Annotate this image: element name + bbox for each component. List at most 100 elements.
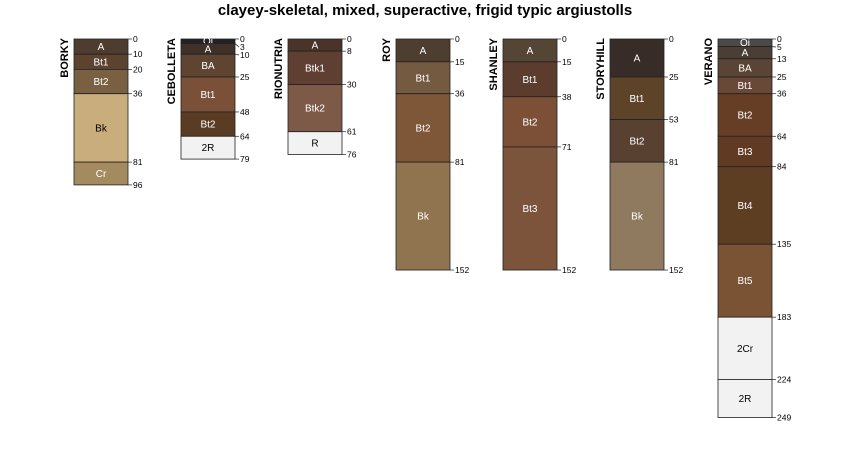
profile-name: BORKY: [59, 37, 71, 77]
horizon-label: Bt1: [522, 75, 537, 86]
horizon-label: Btk1: [305, 63, 325, 74]
horizon-label: Oi: [740, 38, 750, 49]
depth-label: 25: [777, 72, 787, 82]
horizon-label: Oi: [203, 36, 213, 47]
depth-label: 0: [669, 34, 674, 44]
profile-roy: ROY A Bt1 Bt2 Bk 0 15 36 81 152: [381, 34, 469, 275]
horizon-bk: [73, 93, 129, 163]
depth-label: 0: [133, 34, 138, 44]
horizon-bt4: [717, 166, 773, 245]
profile-name: RIONUTRIA: [273, 38, 285, 99]
depth-label: 135: [777, 239, 791, 249]
depth-label: 61: [347, 127, 357, 137]
depth-tick: [234, 53, 240, 56]
depth-label: 15: [455, 57, 465, 67]
horizon-label: Btk2: [305, 104, 325, 115]
depth-label: 48: [240, 107, 250, 117]
horizon-bt1: [502, 61, 558, 98]
depth-label: 0: [240, 34, 245, 44]
horizon-label: 2Cr: [737, 344, 754, 355]
horizon-label: Bk: [631, 212, 644, 223]
horizon-label: Bt2: [200, 120, 215, 131]
depth-label: 152: [669, 265, 683, 275]
horizon-label: Bk: [417, 212, 430, 223]
depth-label: 0: [455, 34, 460, 44]
depth-label: 5: [777, 42, 782, 52]
horizon-label: 2R: [739, 394, 752, 405]
horizon-btk1: [287, 50, 343, 85]
horizon-label: BA: [201, 61, 215, 72]
depth-label: 25: [240, 72, 250, 82]
profile-name: STORYHILL: [595, 38, 607, 100]
depth-label: 25: [669, 72, 679, 82]
depth-label: 8: [347, 46, 352, 56]
horizon-label: A: [98, 42, 105, 53]
horizon-label: Bt1: [415, 73, 430, 84]
horizon-btk2: [287, 84, 343, 133]
depth-label: 224: [777, 374, 791, 384]
profile-storyhill: STORYHILL A Bt1 Bt2 Bk 0 25 53 81 152: [595, 34, 683, 275]
horizon-label: Bt2: [522, 117, 537, 128]
depth-label: 81: [669, 157, 679, 167]
horizon-cr: [73, 161, 129, 186]
horizon-label: Bt5: [737, 276, 752, 287]
depth-label: 0: [562, 34, 567, 44]
profile-shanley: SHANLEY A Bt1 Bt2 Bt3 0 15 38 71 152: [488, 34, 576, 275]
depth-label: 84: [777, 162, 787, 172]
horizon-label: Bt2: [415, 123, 430, 134]
depth-label: 0: [777, 34, 782, 44]
profile-name: VERANO: [703, 38, 715, 86]
depth-label: 81: [455, 157, 465, 167]
depth-label: 13: [777, 54, 787, 64]
horizon-label: Bt1: [200, 90, 215, 101]
depth-label: 183: [777, 312, 791, 322]
profile-name: CEBOLLETA: [166, 38, 178, 104]
depth-label: 15: [562, 57, 572, 67]
depth-label: 81: [133, 157, 143, 167]
horizon-label: Bt1: [737, 81, 752, 92]
depth-label: 36: [133, 89, 143, 99]
horizon-label: BA: [738, 63, 752, 74]
horizon-label: Bt1: [93, 57, 108, 68]
depth-label: 64: [240, 131, 250, 141]
chart-title: clayey-skeletal, mixed, superactive, fri…: [217, 2, 633, 19]
profile-rionutria: RIONUTRIA A Btk1 Btk2 R 0 8 30 61 76: [273, 34, 357, 160]
horizon-bt2: [502, 96, 558, 148]
depth-label: 71: [562, 142, 572, 152]
depth-label: 0: [347, 34, 352, 44]
profile-name: SHANLEY: [488, 37, 500, 90]
horizon-label: A: [312, 41, 319, 52]
depth-label: 38: [562, 92, 572, 102]
profile-name: ROY: [381, 37, 393, 62]
horizon-label: A: [527, 46, 534, 57]
horizon-label: Bt2: [737, 111, 752, 122]
horizon-label: A: [742, 48, 749, 59]
horizon-bt2: [609, 119, 665, 163]
horizon-2r: [717, 379, 773, 418]
horizon-label: 2R: [202, 143, 215, 154]
horizon-label: A: [205, 44, 212, 55]
depth-label: 152: [455, 265, 469, 275]
horizon-bt1: [395, 61, 451, 95]
horizon-bt2: [180, 111, 236, 137]
depth-label: 3: [240, 42, 245, 52]
horizon-bt1: [180, 76, 236, 113]
horizon-label: Bt3: [522, 204, 537, 215]
horizon-2cr: [717, 316, 773, 380]
depth-label: 30: [347, 80, 357, 90]
profile-verano: VERANO OiA BA Bt1 Bt2 Bt3 Bt4 Bt5 2Cr 2R 05 13 25 36 6…: [703, 34, 791, 422]
depth-label: 10: [133, 49, 143, 59]
depth-label: 96: [133, 180, 143, 190]
horizon-label: A: [420, 46, 427, 57]
horizon-label: Bt4: [737, 201, 752, 212]
depth-label: 152: [562, 265, 576, 275]
depth-label: 249: [777, 412, 791, 422]
depth-label: 36: [777, 89, 787, 99]
horizon-label: Bt1: [629, 94, 644, 105]
horizon-bt3: [717, 135, 773, 168]
horizon-bt2: [395, 93, 451, 163]
horizon-label: Bt2: [629, 136, 644, 147]
horizon-label: Bt3: [737, 147, 752, 158]
profile-borky: BORKY A Bt1 Bt2 Bk Cr 0 10 20 36 81 96: [59, 34, 143, 190]
